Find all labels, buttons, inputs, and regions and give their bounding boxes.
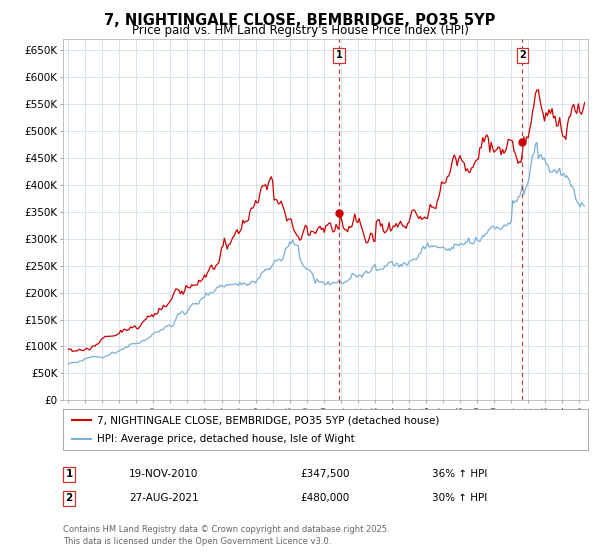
- Text: 7, NIGHTINGALE CLOSE, BEMBRIDGE, PO35 5YP: 7, NIGHTINGALE CLOSE, BEMBRIDGE, PO35 5Y…: [104, 13, 496, 27]
- Text: 7, NIGHTINGALE CLOSE, BEMBRIDGE, PO35 5YP (detached house): 7, NIGHTINGALE CLOSE, BEMBRIDGE, PO35 5Y…: [97, 416, 439, 425]
- Text: 30% ↑ HPI: 30% ↑ HPI: [432, 493, 487, 503]
- Text: 2: 2: [65, 493, 73, 503]
- Text: 27-AUG-2021: 27-AUG-2021: [129, 493, 199, 503]
- Text: 19-NOV-2010: 19-NOV-2010: [129, 469, 199, 479]
- Text: HPI: Average price, detached house, Isle of Wight: HPI: Average price, detached house, Isle…: [97, 435, 355, 445]
- Text: Price paid vs. HM Land Registry's House Price Index (HPI): Price paid vs. HM Land Registry's House …: [131, 24, 469, 38]
- Text: £347,500: £347,500: [300, 469, 349, 479]
- Text: £480,000: £480,000: [300, 493, 349, 503]
- Text: Contains HM Land Registry data © Crown copyright and database right 2025.
This d: Contains HM Land Registry data © Crown c…: [63, 525, 389, 546]
- Text: 1: 1: [65, 469, 73, 479]
- Text: 2: 2: [519, 50, 526, 60]
- Text: 1: 1: [335, 50, 343, 60]
- Text: 36% ↑ HPI: 36% ↑ HPI: [432, 469, 487, 479]
